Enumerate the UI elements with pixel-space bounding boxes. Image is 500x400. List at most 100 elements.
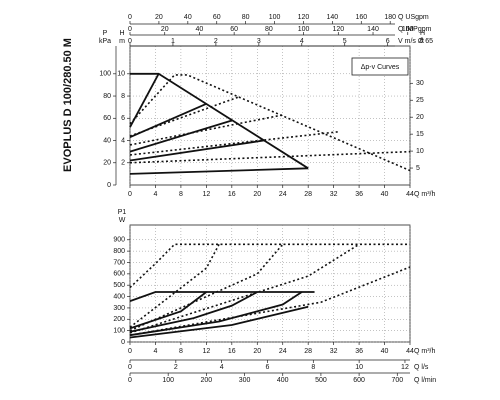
- y-axis-label: H: [119, 30, 124, 37]
- curve: [129, 130, 341, 156]
- bottom-axis-tick-label: 4: [220, 364, 224, 371]
- top-axis-tick-label: 180: [384, 14, 396, 21]
- x-tick-label: 32: [330, 348, 338, 355]
- kpa-tick-label: 0: [107, 182, 111, 189]
- y-axis-label: P1: [118, 209, 127, 216]
- curve: [129, 291, 303, 337]
- top-axis-tick-label: 20: [161, 26, 169, 33]
- y-axis-label: W: [119, 217, 126, 224]
- x-axis-label: Q m³/h: [414, 348, 435, 355]
- top-axis-tick-label: 60: [230, 26, 238, 33]
- legend-text: Δp-v Curves: [361, 64, 400, 71]
- y-tick-label: 900: [113, 237, 125, 244]
- y-tick-label: 8: [121, 93, 125, 100]
- kpa-tick-label: 20: [103, 160, 111, 167]
- curve: [129, 150, 411, 164]
- curve: [129, 119, 233, 153]
- y-tick-label: 300: [113, 305, 125, 312]
- x-tick-label: 28: [304, 191, 312, 198]
- bottom-axis-tick-label: 500: [315, 377, 327, 384]
- x-tick-label: 24: [279, 191, 287, 198]
- bottom-axis-label: Q l/s: [414, 364, 429, 371]
- top-axis-tick-label: 20: [155, 14, 163, 21]
- plot-frame: [129, 224, 411, 343]
- x-tick-label: 0: [128, 348, 132, 355]
- kpa-tick-label: 40: [103, 137, 111, 144]
- bottom-axis-tick-label: 12: [401, 364, 409, 371]
- y2-axis-label: ft: [420, 38, 424, 45]
- y-tick-label: 500: [113, 282, 125, 289]
- curve: [129, 243, 360, 334]
- y-tick-label: 400: [113, 293, 125, 300]
- x-tick-label: 40: [381, 191, 389, 198]
- x-tick-label: 44: [406, 191, 414, 198]
- top-axis-tick-label: 40: [196, 26, 204, 33]
- top-axis-tick-label: 80: [265, 26, 273, 33]
- curve: [129, 74, 411, 172]
- x-tick-label: 12: [202, 348, 210, 355]
- curve: [129, 102, 207, 139]
- x-tick-label: 20: [253, 348, 261, 355]
- x-tick-label: 24: [279, 348, 287, 355]
- x-tick-label: 20: [253, 191, 261, 198]
- bottom-axis-tick-label: 200: [201, 377, 213, 384]
- top-axis-tick-label: 100: [269, 14, 281, 21]
- bottom-axis-tick-label: 400: [277, 377, 289, 384]
- curve: [129, 114, 283, 146]
- kpa-axis-label: P: [103, 30, 108, 37]
- top-axis-tick-label: 160: [355, 14, 367, 21]
- top-axis-tick-label: 140: [327, 14, 339, 21]
- bottom-axis-tick-label: 6: [266, 364, 270, 371]
- top-axis-tick-label: 4: [300, 38, 304, 45]
- top-axis-tick-label: 160: [402, 26, 414, 33]
- y-tick-label: 800: [113, 248, 125, 255]
- y2-axis-label: H: [420, 30, 425, 37]
- y-tick-label: 10: [117, 71, 125, 78]
- top-axis-tick-label: 120: [298, 14, 310, 21]
- kpa-axis-label: kPa: [99, 38, 111, 45]
- bottom-axis-tick-label: 100: [162, 377, 174, 384]
- x-tick-label: 8: [179, 191, 183, 198]
- bottom-axis-tick-label: 10: [355, 364, 363, 371]
- curve: [129, 266, 411, 336]
- kpa-tick-label: 60: [103, 115, 111, 122]
- y-tick-label: 2: [121, 160, 125, 167]
- bottom-axis-tick-label: 0: [128, 364, 132, 371]
- curve: [129, 243, 220, 328]
- top-axis-tick-label: 1: [171, 38, 175, 45]
- y-tick-label: 600: [113, 271, 125, 278]
- y-tick-label: 6: [121, 115, 125, 122]
- top-axis-tick-label: 140: [367, 26, 379, 33]
- y2-tick-label: 30: [416, 80, 424, 87]
- top-axis-tick-label: 0: [128, 38, 132, 45]
- product-title: EVOPLUS D 100/280.50 M: [62, 38, 74, 172]
- curve: [129, 167, 309, 175]
- curve: [129, 139, 264, 162]
- y-tick-label: 200: [113, 316, 125, 323]
- top-axis-tick-label: 100: [298, 26, 310, 33]
- x-tick-label: 40: [381, 348, 389, 355]
- bottom-axis-tick-label: 2: [174, 364, 178, 371]
- x-tick-label: 0: [128, 191, 132, 198]
- x-tick-label: 32: [330, 191, 338, 198]
- legend-box: [351, 57, 409, 76]
- top-axis-tick-label: 40: [184, 14, 192, 21]
- bottom-axis-tick-label: 600: [353, 377, 365, 384]
- bottom-axis-label: Q l/min: [414, 377, 436, 384]
- curve: [129, 96, 239, 137]
- top-axis-tick-label: 2: [214, 38, 218, 45]
- bottom-axis-tick-label: 700: [391, 377, 403, 384]
- top-axis-label: V m/s Ø 65: [398, 38, 433, 45]
- curve: [129, 291, 315, 302]
- x-tick-label: 4: [154, 348, 158, 355]
- top-axis-label: Q IMPgpm: [398, 26, 432, 33]
- top-axis-label: Q USgpm: [398, 14, 429, 21]
- top-axis-tick-label: 6: [386, 38, 390, 45]
- x-tick-label: 16: [228, 191, 236, 198]
- curve: [129, 73, 160, 128]
- x-axis-label: Q m³/h: [414, 191, 435, 198]
- y-tick-label: 0: [121, 339, 125, 346]
- y2-tick-label: 5: [416, 165, 420, 172]
- y-tick-label: 700: [113, 259, 125, 266]
- top-axis-tick-label: 0: [128, 26, 132, 33]
